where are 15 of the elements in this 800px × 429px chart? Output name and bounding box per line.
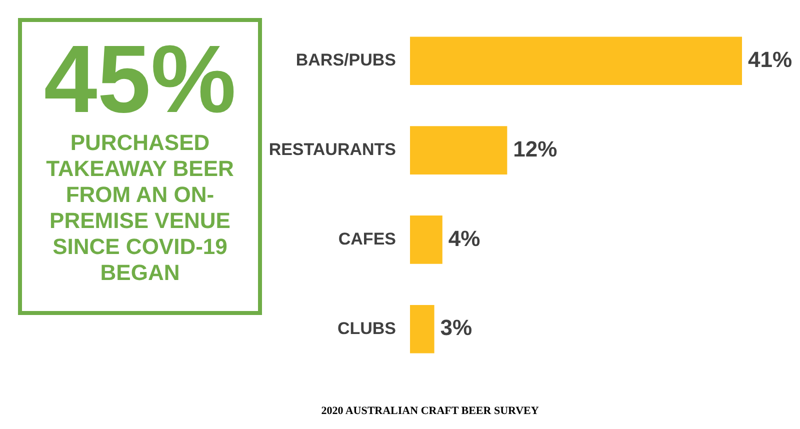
bar: [410, 126, 508, 174]
text: 45%: [42, 26, 238, 133]
data-label: 12%: [513, 136, 558, 162]
bar: [410, 304, 434, 354]
text: PURCHASED TAKEAWAY BEER FROM AN ON-PREMISE VENUE SINCE COVID-19 BEGAN: [45, 130, 235, 286]
text: 2020 AUSTRALIAN CRAFT BEER SURVEY: [320, 405, 540, 417]
bar: [410, 216, 442, 264]
data-label: 4%: [448, 226, 480, 251]
bar: [410, 36, 742, 86]
data-label: 41%: [748, 46, 792, 72]
y-tick-label: RESTAURANTS: [268, 140, 396, 159]
y-tick-label: BARS/PUBS: [296, 50, 396, 70]
data-label: 3%: [440, 315, 472, 340]
y-tick-label: CLUBS: [337, 318, 396, 338]
y-tick-label: CAFES: [338, 229, 396, 248]
